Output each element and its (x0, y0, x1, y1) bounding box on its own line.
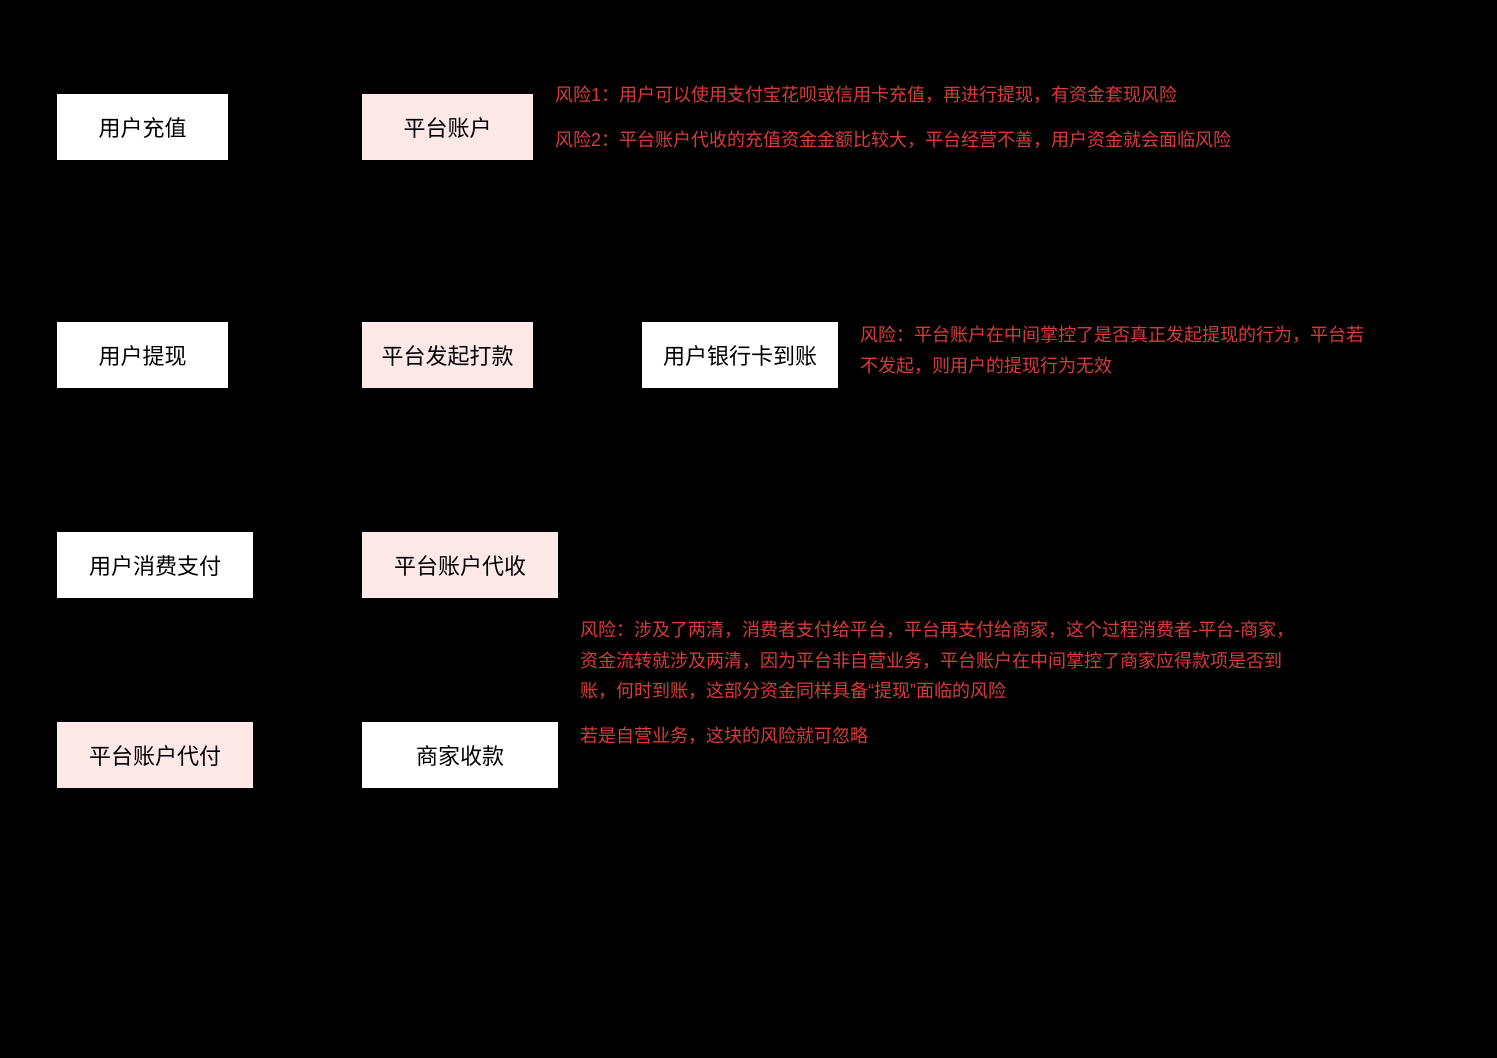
flow-node-n5: 用户银行卡到账 (640, 320, 840, 390)
flow-node-n1: 用户充值 (55, 92, 230, 162)
flow-node-n8: 平台账户代付 (55, 720, 255, 790)
annotation-line: 若是自营业务，这块的风险就可忽略 (580, 721, 1300, 752)
annotation-line: 风险1：用户可以使用支付宝花呗或信用卡充值，再进行提现，有资金套现风险 (555, 80, 1315, 111)
flow-node-n4: 平台发起打款 (360, 320, 535, 390)
flow-node-label: 平台发起打款 (381, 339, 513, 371)
flow-node-label: 用户充值 (98, 111, 186, 143)
flow-node-n7: 平台账户代收 (360, 530, 560, 600)
flow-node-n2: 平台账户 (360, 92, 535, 162)
annotation-line: 风险2：平台账户代收的充值资金金额比较大，平台经营不善，用户资金就会面临风险 (555, 125, 1315, 156)
flow-node-label: 用户提现 (98, 339, 186, 371)
annotation-line (555, 111, 1315, 125)
flow-node-n9: 商家收款 (360, 720, 560, 790)
risk-annotation-a1: 风险1：用户可以使用支付宝花呗或信用卡充值，再进行提现，有资金套现风险风险2：平… (555, 80, 1315, 155)
flow-node-label: 用户银行卡到账 (663, 339, 817, 371)
risk-annotation-a2: 风险：平台账户在中间掌控了是否真正发起提现的行为，平台若不发起，则用户的提现行为… (860, 320, 1380, 381)
annotation-line (580, 707, 1300, 721)
flow-node-n6: 用户消费支付 (55, 530, 255, 600)
risk-annotation-a3: 风险：涉及了两清，消费者支付给平台，平台再支付给商家，这个过程消费者-平台-商家… (580, 615, 1300, 751)
flow-node-label: 平台账户代收 (394, 549, 526, 581)
flow-node-label: 商家收款 (416, 739, 504, 771)
annotation-line: 风险：涉及了两清，消费者支付给平台，平台再支付给商家，这个过程消费者-平台-商家… (580, 615, 1300, 707)
flow-node-label: 平台账户 (403, 111, 491, 143)
annotation-line: 风险：平台账户在中间掌控了是否真正发起提现的行为，平台若不发起，则用户的提现行为… (860, 320, 1380, 381)
flow-node-label: 用户消费支付 (89, 549, 221, 581)
flow-node-n3: 用户提现 (55, 320, 230, 390)
flow-node-label: 平台账户代付 (89, 739, 221, 771)
